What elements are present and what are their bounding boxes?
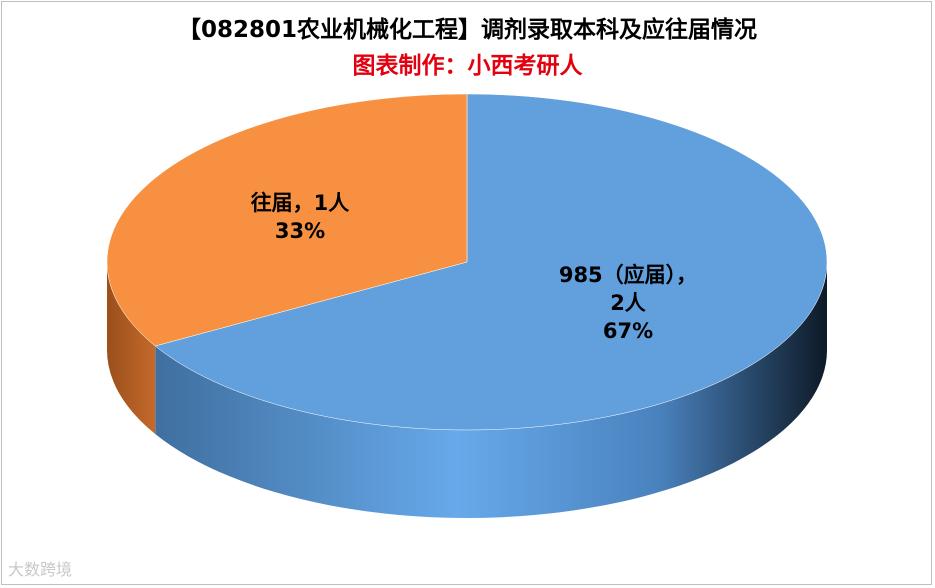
chart-title: 【082801农业机械化工程】调剂录取本科及应往届情况 — [177, 17, 758, 43]
pie-slice-1 — [154, 93, 828, 431]
data-label-2: 往届，1人 33% — [251, 191, 350, 243]
data-label-1: 985（应届）， 2人 67% — [559, 263, 697, 343]
pie-slice-side-2 — [107, 262, 156, 434]
pie-slice-2 — [106, 93, 468, 347]
pie-slice-side-1 — [155, 262, 828, 519]
chart-subtitle: 图表制作：小西考研人 — [352, 53, 583, 79]
watermark: 大数跨境 — [8, 560, 73, 579]
